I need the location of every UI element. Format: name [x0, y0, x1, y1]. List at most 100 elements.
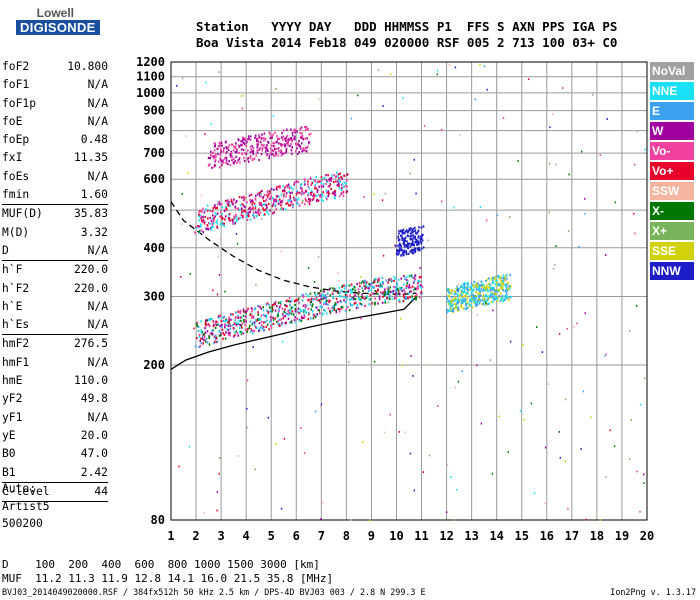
echo-point	[320, 295, 323, 298]
param-value: N/A	[87, 169, 108, 183]
echo-point	[233, 215, 235, 218]
echo-point	[467, 288, 470, 291]
echo-point	[298, 297, 300, 300]
echo-point	[233, 198, 235, 201]
echo-point	[286, 134, 289, 137]
echo-point	[416, 247, 418, 250]
echo-point	[420, 238, 423, 241]
echo-point	[243, 157, 245, 160]
echo-point	[221, 316, 223, 319]
echo-point	[333, 308, 336, 311]
echo-point	[474, 301, 477, 304]
param-row-fmin: fmin 1.60	[2, 186, 108, 206]
echo-point	[446, 289, 449, 292]
echo-point	[224, 320, 227, 323]
echo-point	[217, 147, 220, 150]
echo-point	[460, 290, 463, 293]
noise-point	[486, 219, 488, 222]
noise-point	[591, 93, 594, 96]
echo-point	[412, 289, 415, 292]
echo-point	[257, 212, 259, 215]
echo-point	[317, 299, 319, 302]
echo-point	[225, 157, 228, 160]
echo-point	[211, 223, 214, 226]
echo-point	[204, 327, 206, 330]
echo-point	[253, 157, 256, 160]
echo-point	[277, 154, 280, 157]
echo-point	[221, 164, 223, 167]
muf-distance-table: D 100 200 400 600 800 1000 1500 3000 [km…	[2, 558, 333, 585]
echo-point	[204, 331, 207, 334]
echo-point	[254, 136, 256, 139]
echo-point	[301, 191, 303, 194]
echo-point	[375, 277, 377, 280]
noise-point	[517, 160, 519, 162]
echo-point	[278, 308, 280, 311]
echo-point	[473, 280, 475, 283]
echo-point	[332, 296, 334, 299]
echo-point	[243, 320, 245, 323]
echo-point	[301, 142, 303, 145]
echo-point	[370, 288, 372, 291]
echo-point	[196, 324, 198, 327]
echo-point	[381, 285, 383, 288]
legend-w: W	[650, 122, 694, 140]
echo-point	[388, 290, 390, 293]
echo-point	[381, 280, 384, 283]
echo-point	[206, 227, 208, 230]
x-tick-label: 17	[565, 529, 579, 543]
echo-point	[394, 277, 396, 280]
echo-point	[368, 298, 370, 301]
y-tick-label: 1200	[136, 55, 165, 69]
echo-point	[475, 291, 477, 294]
echo-point	[322, 191, 324, 194]
echo-point	[503, 277, 505, 280]
echo-point	[308, 187, 310, 190]
echo-point	[208, 336, 211, 339]
echo-point	[265, 315, 268, 319]
echo-point	[483, 286, 485, 289]
echo-point	[456, 301, 459, 304]
echo-point	[293, 181, 296, 184]
echo-point	[344, 310, 347, 313]
echo-point	[238, 196, 241, 199]
echo-point	[247, 135, 250, 138]
echo-point	[269, 133, 271, 136]
echo-point	[318, 180, 320, 183]
echo-point	[246, 309, 248, 312]
echo-point	[252, 149, 255, 152]
echo-point	[263, 209, 265, 212]
noise-point	[555, 245, 557, 247]
echo-point	[217, 323, 220, 326]
echo-point	[228, 201, 230, 204]
echo-point	[270, 153, 273, 156]
echo-point	[293, 183, 295, 186]
echo-point	[225, 331, 227, 334]
echo-point	[262, 207, 264, 210]
echo-point	[465, 307, 467, 310]
noise-point	[176, 84, 178, 87]
echo-point	[208, 323, 210, 326]
echo-point	[234, 160, 236, 163]
noise-point	[398, 431, 400, 433]
echo-point	[259, 191, 262, 194]
echo-point	[226, 319, 228, 322]
echo-point	[198, 333, 201, 336]
echo-point	[338, 195, 341, 198]
echo-point	[338, 178, 340, 182]
echo-point	[266, 144, 268, 147]
echo-point	[507, 297, 510, 300]
echo-point	[362, 296, 364, 299]
echo-point	[328, 178, 331, 181]
echo-point	[414, 295, 417, 298]
echo-point	[501, 283, 503, 286]
echo-point	[286, 184, 289, 187]
echo-point	[228, 143, 231, 146]
echo-point	[203, 335, 206, 338]
echo-point	[258, 318, 260, 321]
param-name: foEs	[2, 169, 30, 183]
echo-point	[450, 305, 453, 308]
noise-point	[549, 126, 551, 129]
echo-point	[232, 222, 235, 225]
echo-point	[333, 192, 335, 195]
